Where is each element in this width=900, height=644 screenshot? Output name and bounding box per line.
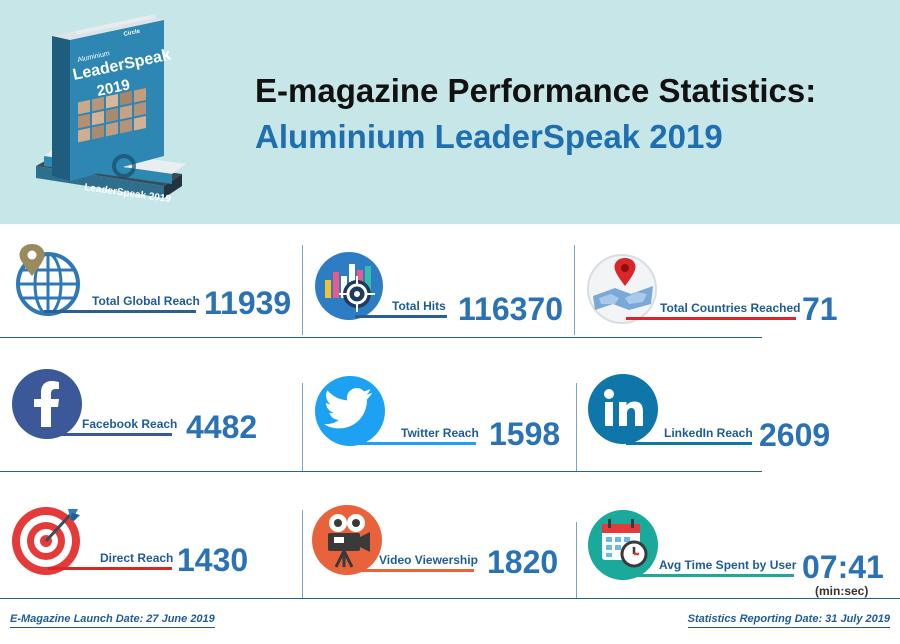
- col-divider-4: [576, 383, 577, 471]
- stat-value: 4482: [186, 409, 258, 445]
- stat-label: Avg Time Spent by User: [659, 558, 797, 572]
- stat-value: 1820: [487, 544, 559, 580]
- stat-value: 2609: [759, 417, 831, 453]
- chart-target-icon: [315, 252, 383, 320]
- stat-value: 1430: [177, 542, 249, 578]
- header-banner: LeaderSpeak 2019 Circle Aluminium Leader…: [0, 0, 900, 224]
- stat-underline: [626, 442, 752, 445]
- stat-label: Video Viewership: [379, 553, 478, 567]
- reporting-date: Statistics Reporting Date: 31 July 2019: [687, 613, 890, 628]
- linkedin-icon: [588, 374, 658, 444]
- twitter-icon: [315, 376, 385, 446]
- stat-label: Total Countries Reached: [660, 301, 801, 315]
- facebook-icon: [12, 369, 82, 439]
- stat-value: 71: [802, 291, 838, 327]
- stat-label: Total Hits: [392, 299, 446, 313]
- col-divider-1: [302, 245, 303, 335]
- stat-underline: [355, 315, 447, 318]
- stat-value: 11939: [204, 285, 292, 321]
- stat-label: Twitter Reach: [401, 426, 479, 440]
- film-projector-icon: [312, 505, 382, 575]
- stat-label: Direct Reach: [100, 551, 174, 565]
- col-divider-2: [574, 245, 575, 335]
- stat-underline: [628, 574, 794, 577]
- stat-underline: [44, 310, 196, 313]
- row-divider-2: [0, 471, 762, 472]
- magazine-book-image: LeaderSpeak 2019 Circle Aluminium Leader…: [36, 13, 186, 205]
- stat-underline: [350, 442, 476, 445]
- book-portrait-grid: [78, 87, 146, 143]
- row-divider-3: [0, 598, 900, 599]
- col-divider-5: [302, 510, 303, 598]
- stat-label: Facebook Reach: [82, 417, 178, 431]
- stat-unit: (min:sec): [815, 584, 869, 598]
- stat-underline: [48, 567, 172, 570]
- book-brand: Circle: [123, 28, 141, 37]
- row-divider-1: [0, 337, 762, 338]
- stat-underline: [344, 569, 474, 572]
- globe-pin-icon: [16, 244, 80, 316]
- stat-underline: [626, 317, 796, 320]
- stat-underline: [46, 433, 172, 436]
- stat-value: 116370: [458, 291, 564, 327]
- col-divider-6: [576, 522, 577, 598]
- stat-value: 1598: [489, 416, 561, 452]
- world-map-pin-icon: [587, 254, 657, 324]
- calendar-clock-icon: [588, 510, 658, 580]
- page-title: E-magazine Performance Statistics:: [255, 72, 817, 109]
- stat-label: Total Global Reach: [92, 294, 200, 308]
- stat-label: LinkedIn Reach: [664, 426, 753, 440]
- col-divider-3: [302, 383, 303, 471]
- stat-value: 07:41: [802, 549, 884, 585]
- launch-date: E-Magazine Launch Date: 27 June 2019: [10, 613, 215, 628]
- page-subtitle: Aluminium LeaderSpeak 2019: [255, 118, 723, 155]
- target-dart-icon: [12, 507, 80, 575]
